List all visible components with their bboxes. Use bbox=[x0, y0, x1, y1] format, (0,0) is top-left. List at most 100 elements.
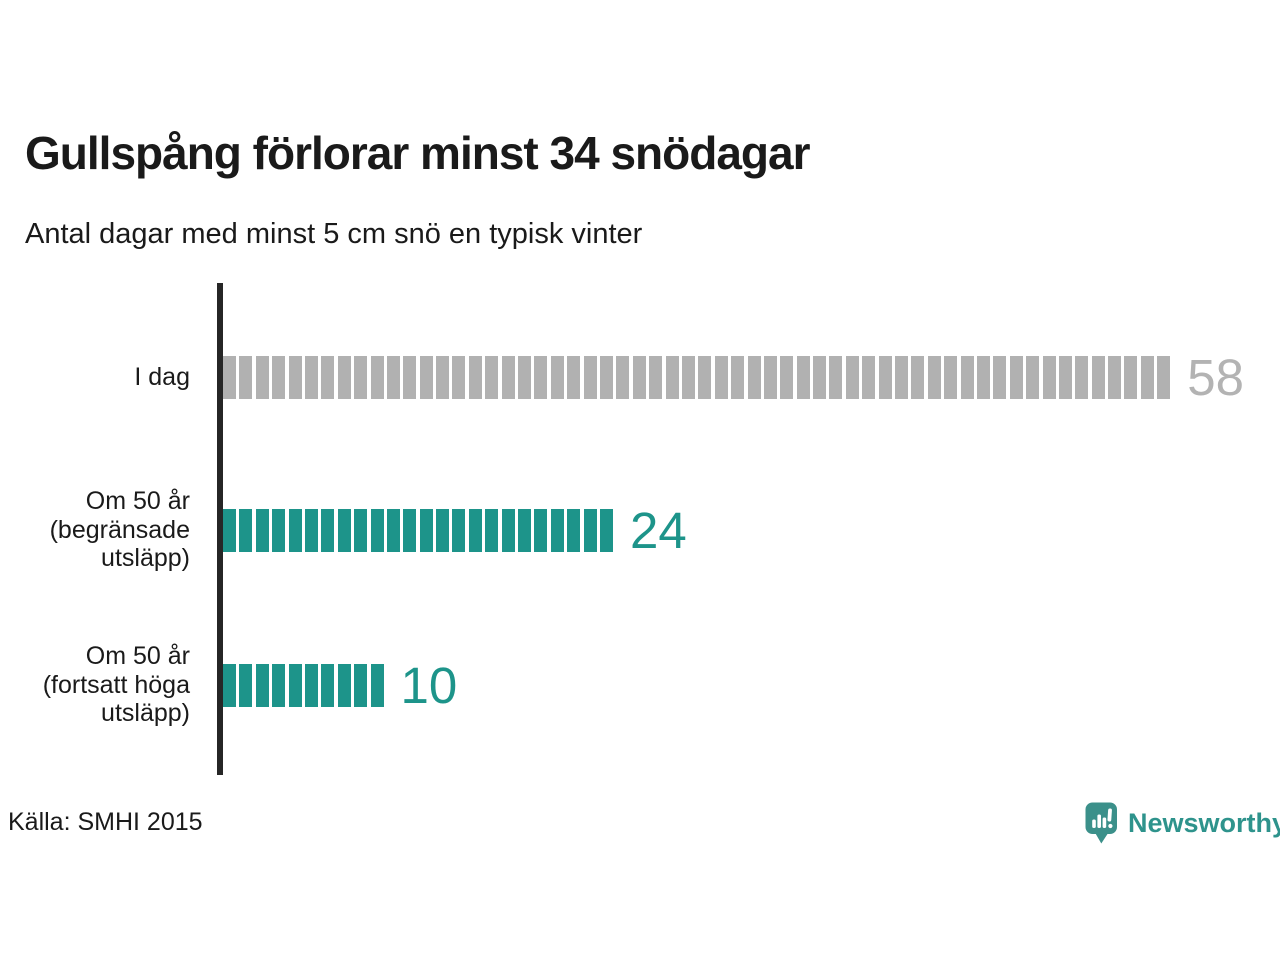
category-label: I dag bbox=[134, 362, 190, 391]
bar-segment bbox=[1124, 355, 1138, 399]
bar-segment bbox=[780, 355, 794, 399]
bar-segment bbox=[567, 355, 581, 399]
bar-segment bbox=[1042, 355, 1056, 399]
value-label: 24 bbox=[629, 501, 687, 559]
bar-segment bbox=[452, 355, 466, 399]
bar-segment bbox=[599, 508, 613, 552]
bar-segment bbox=[304, 663, 318, 707]
chart-title: Gullspång förlorar minst 34 snödagar bbox=[25, 127, 810, 179]
bar-segment bbox=[288, 663, 302, 707]
bar-segment bbox=[403, 355, 417, 399]
bar-segment bbox=[255, 663, 269, 707]
bar-segment bbox=[485, 508, 499, 552]
bar-segment bbox=[599, 355, 613, 399]
bar-segment bbox=[1026, 355, 1040, 399]
bar-segment bbox=[862, 355, 876, 399]
bar-segment bbox=[829, 355, 843, 399]
bar-segment bbox=[436, 508, 450, 552]
bar-segment bbox=[370, 508, 384, 552]
bar-segment bbox=[845, 355, 859, 399]
bar-segment bbox=[354, 508, 368, 552]
bar-segment bbox=[337, 663, 351, 707]
bar bbox=[223, 508, 613, 552]
bar-segment bbox=[337, 508, 351, 552]
bar-segment bbox=[927, 355, 941, 399]
bar-segment bbox=[665, 355, 679, 399]
bar-segment bbox=[1091, 355, 1105, 399]
bar-segment bbox=[714, 355, 728, 399]
bar-segment bbox=[223, 508, 236, 552]
bar-segment bbox=[468, 355, 482, 399]
bar-segment bbox=[632, 355, 646, 399]
source-note: Källa: SMHI 2015 bbox=[8, 808, 203, 836]
value-label: 58 bbox=[1187, 348, 1244, 406]
bar-segment bbox=[386, 508, 400, 552]
category-label: Om 50 år (begränsade utsläpp) bbox=[49, 487, 190, 573]
bar-segment bbox=[763, 355, 777, 399]
bar-segment bbox=[337, 355, 351, 399]
bar-segment bbox=[272, 663, 286, 707]
bar-segment bbox=[1058, 355, 1072, 399]
bar-segment bbox=[534, 508, 548, 552]
bar bbox=[223, 663, 384, 707]
bar-segment bbox=[1140, 355, 1154, 399]
bar-segment bbox=[1009, 355, 1023, 399]
bar-segment bbox=[436, 355, 450, 399]
bar-segment bbox=[550, 355, 564, 399]
bar-segment bbox=[534, 355, 548, 399]
bar-segment bbox=[321, 355, 335, 399]
bar-segment bbox=[1157, 355, 1171, 399]
bar-segment bbox=[223, 355, 236, 399]
bar-segment bbox=[796, 355, 810, 399]
brand-logo: Newsworthy bbox=[1085, 801, 1280, 845]
bar-segment bbox=[239, 663, 253, 707]
bar-segment bbox=[354, 355, 368, 399]
bar-segment bbox=[681, 355, 695, 399]
bar-segment bbox=[239, 355, 253, 399]
bar-row: Om 50 år (begränsade utsläpp) 24 bbox=[0, 480, 1280, 580]
bar-segment bbox=[895, 355, 909, 399]
bar-segment bbox=[223, 663, 236, 707]
bar-segment bbox=[370, 663, 384, 707]
bar-segment bbox=[485, 355, 499, 399]
bar-segment bbox=[255, 508, 269, 552]
bar-segment bbox=[550, 508, 564, 552]
bar-segment bbox=[976, 355, 990, 399]
brand-name: Newsworthy bbox=[1128, 807, 1280, 838]
bar-row: I dag 58 bbox=[0, 327, 1280, 427]
y-axis-line bbox=[217, 283, 223, 775]
bar-segment bbox=[731, 355, 745, 399]
bar-segment bbox=[419, 508, 433, 552]
bar-segment bbox=[354, 663, 368, 707]
bar-segment bbox=[518, 355, 532, 399]
bar-segment bbox=[386, 355, 400, 399]
bar-segment bbox=[518, 508, 532, 552]
bar-row: Om 50 år (fortsatt höga utsläpp) 10 bbox=[0, 635, 1280, 735]
bar-segment bbox=[239, 508, 253, 552]
bar-segment bbox=[468, 508, 482, 552]
category-label: Om 50 år (fortsatt höga utsläpp) bbox=[42, 642, 190, 728]
bar-segment bbox=[501, 508, 515, 552]
bar-segment bbox=[583, 355, 597, 399]
bar-segment bbox=[567, 508, 581, 552]
bar-segment bbox=[419, 355, 433, 399]
bar-segment bbox=[321, 508, 335, 552]
bar-segment bbox=[1075, 355, 1089, 399]
bar-segment bbox=[501, 355, 515, 399]
bar-segment bbox=[272, 508, 286, 552]
bar-segment bbox=[698, 355, 712, 399]
bar-segment bbox=[993, 355, 1007, 399]
bar-segment bbox=[403, 508, 417, 552]
bar-segment bbox=[272, 355, 286, 399]
bar-segment bbox=[583, 508, 597, 552]
bar-segment bbox=[255, 355, 269, 399]
bar-segment bbox=[944, 355, 958, 399]
bar bbox=[223, 355, 1171, 399]
value-label: 10 bbox=[400, 656, 458, 714]
bar-segment bbox=[304, 355, 318, 399]
chart-subtitle: Antal dagar med minst 5 cm snö en typisk… bbox=[25, 218, 643, 250]
bar-segment bbox=[747, 355, 761, 399]
bar-segment bbox=[288, 508, 302, 552]
bar-segment bbox=[304, 508, 318, 552]
